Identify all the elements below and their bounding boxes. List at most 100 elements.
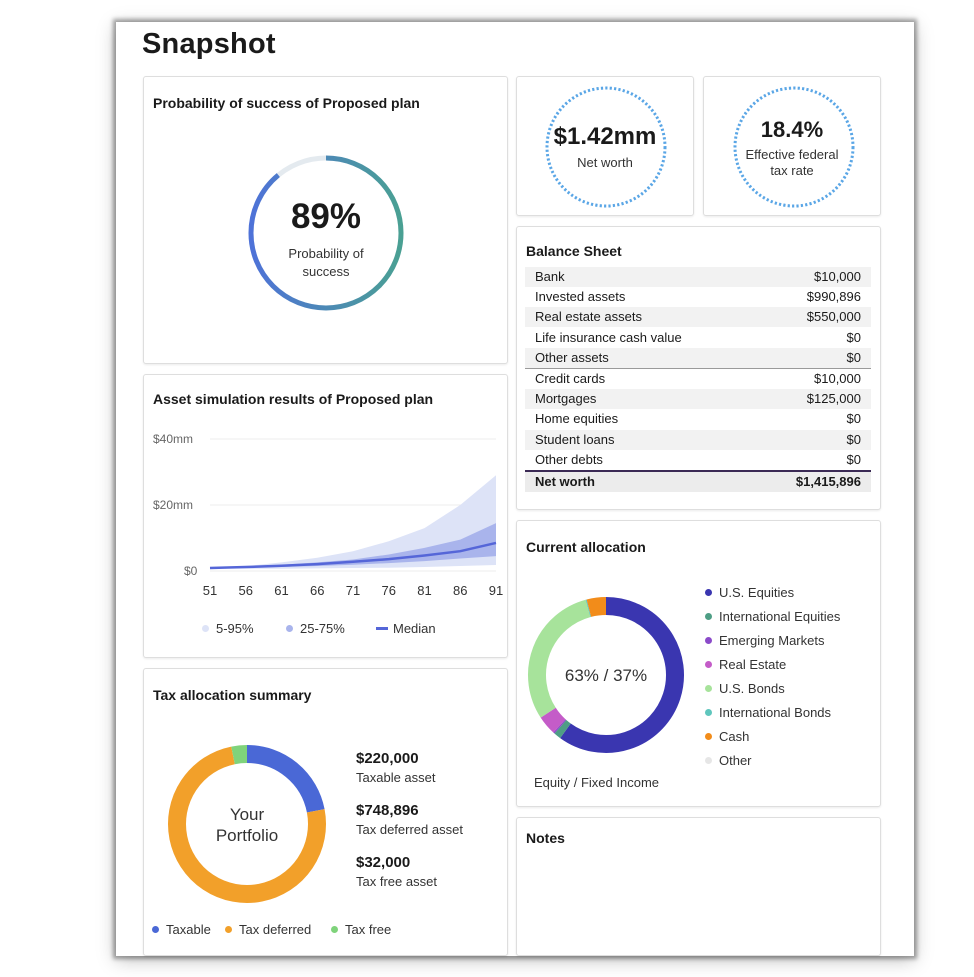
liability-row: Credit cards $10,000 [525,369,871,389]
legend-label: U.S. Equities [719,585,795,600]
legend-label: Cash [719,729,750,744]
page-title: Snapshot [142,28,276,60]
balance-label: Net worth [535,474,595,489]
balance-label: Student loans [535,431,615,447]
asset-row: Bank $10,000 [525,267,871,287]
balance-value: $125,000 [806,391,861,407]
probability-value: 89% [290,197,362,236]
allocation-slice [540,707,566,733]
liability-row: Other debts $0 [525,450,871,470]
simulation-title: Asset simulation results of Proposed pla… [153,391,434,407]
x-tick-label: 56 [239,583,253,598]
tax-rate-card: 18.4% Effective federal tax rate [703,76,881,216]
balance-label: Other assets [535,349,609,365]
legend-dot [705,733,712,741]
allocation-center: 63% / 37% [564,666,648,685]
net-worth-card: $1.42mm Net worth [516,76,694,216]
median-line [209,541,497,570]
allocation-slice [528,599,591,718]
y-tick-label: $40mm [153,432,193,446]
probability-arc [248,155,404,311]
legend-tax-deferred: Tax deferred [225,922,311,937]
allocation-card: Current allocation 63% / 37% Equity / Fi… [516,520,881,807]
balance-label: Bank [535,269,565,284]
allocation-slice [553,719,567,734]
allocation-legend-item: International Equities [705,609,840,624]
legend-tax-free: Tax free [331,922,391,937]
x-tick-label: 76 [382,583,396,598]
legend-median: Median [376,621,436,636]
x-tick-label: 66 [310,583,324,598]
legend-label: International Equities [719,609,841,624]
allocation-donut [528,597,684,753]
x-tick-label: 81 [417,583,431,598]
tax-legend: Taxable Tax deferred Tax free [152,922,452,940]
balance-label: Real estate assets [535,309,642,325]
probability-title: Probability of success of Proposed plan [153,95,420,111]
balance-value: $0 [846,451,861,467]
tax-deferred-label: Tax deferred asset [356,822,463,837]
legend-dot [705,685,712,693]
legend-label: Emerging Markets [719,633,825,648]
tax-rate-ring [733,86,855,208]
balance-value: $0 [846,431,861,447]
allocation-legend-item: Cash [705,729,749,744]
tax-free-label: Tax free asset [356,874,437,889]
tax-center-line-2: Portfolio [215,826,279,845]
tax-allocation-title: Tax allocation summary [153,687,312,703]
tax-deferred-amount: $748,896 [356,802,419,819]
allocation-legend-item: U.S. Bonds [705,681,785,696]
allocation-legend-item: Emerging Markets [705,633,824,648]
simulation-legend: 5-95% 25-75% Median [202,621,462,639]
liabilities-divider [525,470,871,472]
legend-label: International Bonds [719,705,832,720]
liability-row: Student loans $0 [525,429,871,450]
balance-value: $1,415,896 [795,474,861,489]
tax-slice [246,745,325,813]
allocation-slice [586,597,607,617]
asset-row: Life insurance cash value $0 [525,328,871,348]
liability-row: Home equities $0 [525,409,871,429]
allocation-slice [554,719,571,739]
tax-free-amount: $32,000 [356,854,411,871]
allocation-slice [560,597,684,753]
balance-value: $10,000 [814,371,861,386]
balance-value: $990,896 [806,289,861,305]
net-worth-label: Net worth [577,155,633,170]
y-tick-label: $0 [184,564,198,578]
allocation-legend-item: International Bonds [705,705,831,720]
tax-rate-label: Effective federal tax rate [745,147,839,178]
asset-row: Other assets $0 [525,347,871,368]
legend-dot [705,589,712,597]
tax-center-line-1: Your [229,805,265,824]
balance-value: $0 [846,329,861,345]
balance-label: Credit cards [535,371,606,386]
balance-label: Mortgages [535,391,597,407]
tax-donut [168,745,326,903]
legend-dot [705,757,712,765]
balance-label: Other debts [535,451,603,467]
x-tick-label: 61 [274,583,288,598]
x-tick-label: 91 [489,583,503,598]
net-worth-total-row: Net worth $1,415,896 [525,472,871,492]
band-25-75 [210,523,496,569]
balance-value: $0 [846,411,861,427]
tax-slice [168,746,326,903]
legend-dot [705,661,712,669]
allocation-legend-item: U.S. Equities [705,585,794,600]
legend-label: Real Estate [719,657,787,672]
simulation-card: Asset simulation results of Proposed pla… [143,374,508,658]
y-tick-label: $20mm [153,498,193,512]
legend-label: U.S. Bonds [719,681,785,696]
legend-25-75: 25-75% [286,621,345,636]
tax-rate-value: 18.4% [760,117,824,142]
balance-value: $10,000 [814,269,861,284]
legend-dot [705,709,712,717]
taxable-label: Taxable asset [356,770,436,785]
allocation-title: Current allocation [526,539,646,555]
allocation-caption: Equity / Fixed Income [534,775,659,790]
tax-allocation-card: Tax allocation summary Your Portfolio $2… [143,668,508,956]
asset-row: Invested assets $990,896 [525,287,871,307]
net-worth-ring [545,86,667,208]
x-tick-label: 71 [346,583,360,598]
